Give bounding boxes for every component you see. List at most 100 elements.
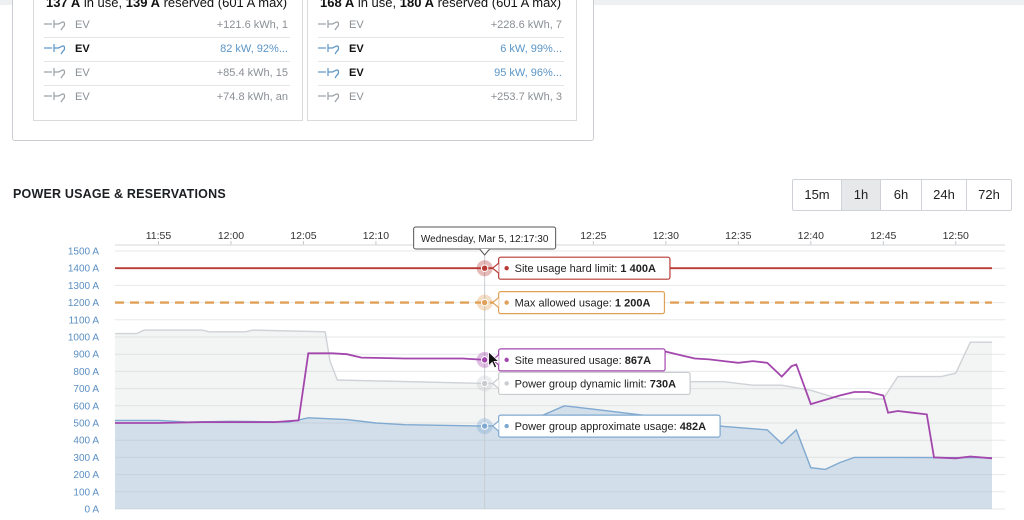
hover-marker bbox=[480, 379, 489, 388]
power-group-approximate-usage-area bbox=[115, 405, 992, 509]
site-measured-usage-line bbox=[115, 349, 993, 460]
x-tick-label: 12:00 bbox=[218, 230, 244, 242]
power-group-card-1: 137 A in use, 139 A reserved (601 A max)… bbox=[33, 0, 303, 121]
mouse-cursor-icon bbox=[488, 350, 500, 369]
x-tick-label: 12:40 bbox=[798, 230, 824, 242]
hover-marker bbox=[480, 422, 489, 430]
connector-plug-icon bbox=[318, 68, 340, 79]
in-use-amps: 137 A bbox=[46, 0, 81, 10]
summary-text: in use, bbox=[80, 0, 126, 10]
connector-value: +74.8 kWh, an bbox=[216, 91, 288, 103]
range-6h-button[interactable]: 6h bbox=[880, 180, 921, 210]
connector-row[interactable]: EV +74.8 kWh, an bbox=[44, 86, 290, 109]
tooltip-series-label: Site measured usage: 867A bbox=[476, 348, 666, 372]
range-24h-button[interactable]: 24h bbox=[921, 180, 966, 210]
connector-name: EV bbox=[75, 43, 90, 55]
summary-max: reserved (601 A max) bbox=[433, 0, 562, 10]
y-tick-label: 400 A bbox=[73, 436, 99, 447]
connector-row[interactable]: EV +121.6 kWh, 1 bbox=[44, 14, 290, 38]
reserved-amps: 139 A bbox=[125, 0, 160, 10]
connector-value: +253.7 kWh, 3 bbox=[490, 91, 562, 103]
connector-row[interactable]: EV 95 kW, 96%... bbox=[318, 62, 564, 86]
connector-plug-icon bbox=[44, 44, 66, 55]
y-tick-label: 1000 A bbox=[68, 333, 99, 344]
range-15m-button[interactable]: 15m bbox=[804, 187, 830, 202]
connector-plug-icon bbox=[318, 44, 340, 55]
tooltip-label-text: Power group approximate usage: 482A bbox=[515, 421, 706, 433]
tooltip-series-label: Max allowed usage: 1 200A bbox=[476, 290, 666, 315]
y-tick-label: 300 A bbox=[73, 453, 99, 464]
connector-name: EV bbox=[75, 19, 90, 31]
y-tick-label: 1500 A bbox=[68, 247, 99, 258]
tooltip-series-value: 730A bbox=[650, 378, 676, 390]
power-group-card-2: 168 A in use, 180 A reserved (601 A max)… bbox=[307, 0, 577, 121]
x-tick-label: 12:35 bbox=[725, 230, 751, 242]
connector-row[interactable]: EV 6 kW, 99%... bbox=[318, 38, 564, 62]
y-tick-label: 200 A bbox=[73, 470, 99, 481]
section-title: POWER USAGE & RESERVATIONS bbox=[13, 187, 226, 201]
tooltip-legend-dot bbox=[504, 381, 509, 386]
tooltip-series-name: Site usage hard limit: bbox=[515, 263, 621, 275]
connector-name: EV bbox=[349, 91, 364, 103]
in-use-amps: 168 A bbox=[320, 0, 355, 10]
y-tick-label: 1400 A bbox=[68, 264, 99, 275]
tooltip-label-text: Power group dynamic limit: 730A bbox=[515, 378, 676, 390]
tooltip-series-value: 482A bbox=[680, 421, 706, 433]
hover-marker bbox=[480, 264, 489, 272]
x-tick-label: 12:30 bbox=[653, 230, 679, 242]
reserved-amps: 180 A bbox=[399, 0, 434, 10]
y-tick-label: 500 A bbox=[73, 419, 99, 430]
time-range-selector: 15m 1h 6h 24h 72h bbox=[792, 179, 1012, 211]
summary-text: in use, bbox=[354, 0, 400, 10]
y-tick-label: 900 A bbox=[73, 350, 99, 361]
x-tick-label: 11:55 bbox=[146, 230, 172, 242]
y-tick-label: 1300 A bbox=[68, 281, 99, 292]
x-tick-label: 12:50 bbox=[943, 230, 969, 242]
connector-name: EV bbox=[75, 91, 90, 103]
connector-name: EV bbox=[349, 19, 364, 31]
tooltip-series-value: 1 200A bbox=[615, 298, 651, 310]
tooltip-legend-dot bbox=[504, 423, 509, 429]
tooltip-label-pointer bbox=[491, 262, 500, 274]
y-tick-label: 600 A bbox=[73, 401, 99, 412]
connector-plug-icon bbox=[44, 20, 66, 31]
tooltip-series-value: 1 400A bbox=[620, 263, 656, 275]
connector-plug-icon bbox=[318, 20, 340, 31]
connector-value: 6 kW, 99%... bbox=[500, 43, 562, 55]
x-tick-label: 12:25 bbox=[580, 230, 606, 242]
power-group-summary: 137 A in use, 139 A reserved (601 A max) bbox=[46, 0, 287, 10]
summary-max: reserved (601 A max) bbox=[159, 0, 288, 10]
tooltip-label-text: Site usage hard limit: 1 400A bbox=[515, 263, 656, 275]
tooltip-series-name: Site measured usage: bbox=[515, 355, 625, 367]
connector-value: +85.4 kWh, 15 bbox=[216, 67, 288, 79]
power-groups-panel: 137 A in use, 139 A reserved (601 A max)… bbox=[12, 0, 594, 141]
connector-row[interactable]: EV +228.6 kWh, 7 bbox=[318, 14, 564, 38]
connector-value: +121.6 kWh, 1 bbox=[216, 19, 288, 31]
tooltip-label-text: Max allowed usage: 1 200A bbox=[515, 298, 651, 310]
connector-row[interactable]: EV +85.4 kWh, 15 bbox=[44, 62, 290, 86]
tooltip-date-text: Wednesday, Mar 5, 12:17:30 bbox=[421, 234, 549, 245]
connector-row[interactable]: EV +253.7 kWh, 3 bbox=[318, 86, 564, 109]
connector-value: +228.6 kWh, 7 bbox=[490, 19, 562, 31]
power-group-approximate-usage-line bbox=[115, 405, 993, 471]
connector-plug-icon bbox=[44, 68, 66, 79]
tooltip-label-pointer bbox=[491, 420, 500, 432]
tooltip-legend-dot bbox=[504, 300, 509, 305]
x-tick-label: 12:45 bbox=[870, 230, 896, 242]
tooltip-series-value: 867A bbox=[625, 355, 651, 367]
power-usage-chart[interactable]: 0 A 100 A 200 A 300 A 400 A 500 A 600 A 700 A 80… bbox=[0, 215, 1024, 520]
hover-marker bbox=[480, 298, 489, 307]
connector-name: EV bbox=[75, 67, 90, 79]
y-tick-label: 800 A bbox=[73, 367, 99, 378]
range-1h-button[interactable]: 1h bbox=[841, 180, 880, 210]
x-tick-label: 12:05 bbox=[290, 230, 316, 242]
hover-marker bbox=[480, 356, 489, 364]
connector-value: 95 kW, 96%... bbox=[494, 67, 562, 79]
y-tick-label: 1100 A bbox=[69, 315, 100, 326]
y-tick-label: 100 A bbox=[73, 487, 99, 498]
tooltip-label-pointer bbox=[491, 297, 500, 309]
connector-row[interactable]: EV 82 kW, 92%... bbox=[44, 38, 290, 62]
x-tick-label: 12:10 bbox=[363, 230, 389, 242]
range-72h-button[interactable]: 72h bbox=[966, 180, 1011, 210]
y-tick-label: 1200 A bbox=[68, 298, 99, 309]
